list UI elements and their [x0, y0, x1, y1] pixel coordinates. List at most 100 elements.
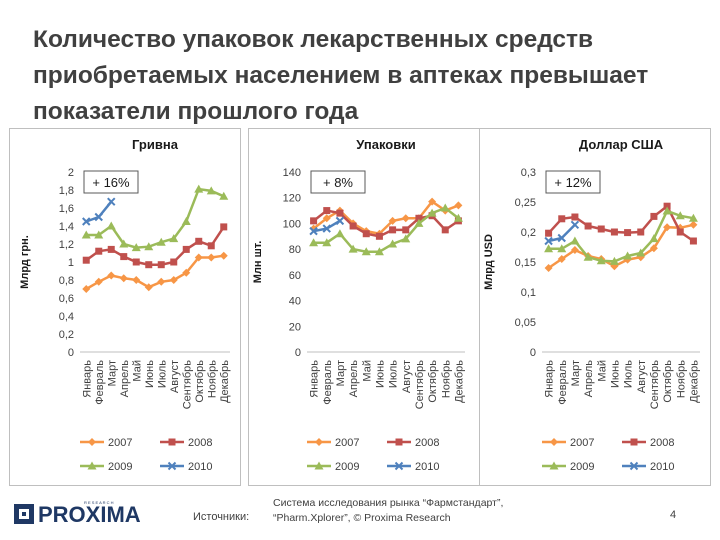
- data-point-2007: [428, 197, 437, 206]
- legend-marker: [167, 461, 177, 471]
- growth-badge: [545, 170, 601, 194]
- legend-label: 2008: [650, 437, 674, 449]
- y-tick-label: 0,6: [59, 293, 74, 305]
- data-point-2009: [557, 244, 567, 253]
- data-point-2008: [637, 228, 645, 236]
- data-point-2009: [609, 256, 619, 265]
- data-point-2008: [310, 217, 318, 225]
- x-tick-label: Май: [596, 360, 608, 382]
- legend-marker: [549, 461, 559, 470]
- data-point-2007: [570, 246, 579, 254]
- data-point-2009: [322, 238, 332, 247]
- data-point-2009: [144, 242, 154, 251]
- y-tick-label: 80: [289, 244, 301, 256]
- x-tick-label: Октябрь: [427, 360, 439, 403]
- data-point-2008: [157, 261, 165, 269]
- x-tick-label: Июнь: [609, 360, 621, 388]
- data-point-2009: [219, 191, 229, 200]
- data-point-2008: [362, 230, 370, 238]
- legend-marker: [395, 438, 403, 446]
- data-point-2009: [348, 244, 358, 253]
- legend-marker: [168, 438, 176, 446]
- y-tick-label: 0,25: [515, 197, 536, 209]
- chart-title: Гривна: [132, 137, 179, 152]
- data-point-2010: [335, 216, 345, 226]
- data-point-2010: [82, 217, 91, 226]
- page-title: Количество упаковок лекарственных средст…: [33, 26, 649, 125]
- growth-badge: [310, 170, 366, 194]
- legend-label: 2008: [188, 437, 212, 449]
- chart-title: Доллар США: [579, 137, 664, 152]
- data-point-2007: [689, 220, 698, 229]
- series-line-2009: [86, 187, 225, 249]
- y-tick-label: 0: [530, 347, 536, 359]
- data-point-2009: [596, 256, 606, 265]
- x-tick-label: Март: [570, 360, 582, 386]
- data-point-2007: [119, 274, 128, 283]
- data-point-2008: [145, 261, 153, 269]
- data-point-2009: [662, 206, 672, 215]
- legend-marker: [88, 438, 96, 446]
- y-tick-label: 0: [295, 347, 301, 359]
- data-point-2009: [131, 243, 141, 252]
- data-point-2010: [570, 220, 580, 230]
- x-tick-label: Август: [169, 360, 181, 393]
- y-tick-label: 140: [283, 167, 301, 179]
- data-point-2009: [169, 234, 179, 243]
- data-point-2007: [388, 216, 397, 225]
- y-tick-label: 0,05: [515, 317, 536, 329]
- data-point-2008: [220, 223, 228, 231]
- data-point-2008: [571, 213, 579, 221]
- data-point-2009: [583, 252, 593, 261]
- y-tick-label: 0,15: [515, 257, 536, 269]
- data-point-2008: [82, 256, 90, 264]
- data-point-2007: [169, 276, 178, 284]
- y-tick-label: 1,4: [59, 221, 74, 233]
- data-point-2007: [454, 201, 463, 210]
- proxima-logo: PROXIMA R E S E A R C H: [12, 498, 162, 530]
- x-tick-label: Декабрь: [453, 360, 465, 403]
- data-point-2009: [427, 208, 437, 217]
- x-tick-label: Октябрь: [662, 360, 674, 403]
- data-point-2008: [650, 212, 658, 220]
- data-point-2007: [663, 223, 672, 232]
- sources-text: Система исследования рынка “Фармстандарт…: [273, 497, 504, 524]
- y-axis-label: Млн шт.: [252, 241, 264, 284]
- data-point-2008: [170, 258, 178, 266]
- y-tick-label: 1,6: [59, 203, 74, 215]
- data-point-2007: [544, 264, 553, 272]
- legend-label: 2008: [415, 437, 439, 449]
- y-tick-label: 2: [68, 167, 74, 179]
- x-tick-label: Ноябрь: [675, 360, 687, 398]
- x-tick-label: Март: [106, 360, 118, 386]
- data-point-2007: [132, 276, 141, 284]
- data-point-2009: [94, 230, 104, 239]
- y-tick-label: 0,4: [59, 311, 74, 323]
- data-point-2010: [322, 224, 331, 233]
- x-tick-label: Февраль: [557, 360, 569, 405]
- data-point-2008: [120, 253, 128, 261]
- legend-label: 2007: [570, 437, 594, 449]
- y-tick-label: 0,1: [521, 287, 536, 299]
- x-tick-label: Ноябрь: [440, 360, 452, 398]
- data-point-2008: [597, 225, 605, 233]
- chart-panel-usd: Доллар США Млрд USD 0 0,05 0,1 0,15 0,2 0,25 0,3…: [479, 128, 711, 486]
- data-point-2010: [544, 236, 553, 246]
- data-point-2008: [584, 222, 592, 230]
- x-tick-label: Сентябрь: [181, 360, 193, 410]
- legend-label: 2009: [335, 461, 359, 473]
- data-point-2008: [95, 247, 103, 255]
- x-tick-label: Июль: [388, 360, 400, 388]
- x-tick-label: Июль: [623, 360, 635, 388]
- data-point-2009: [181, 217, 191, 225]
- data-point-2008: [610, 228, 618, 236]
- x-tick-label: Октябрь: [194, 360, 206, 403]
- legend-label: 2010: [415, 461, 439, 473]
- chart-panel-hryvnia: Гривна Млрд грн. 0 0,2 0,4 0,6 0,8 1 1,2 1,4 1,6 1,…: [9, 128, 241, 486]
- x-tick-label: Сентябрь: [414, 360, 426, 410]
- x-tick-label: Январь: [544, 360, 556, 398]
- legend-label: 2010: [650, 461, 674, 473]
- svg-text:PROXIMA: PROXIMA: [38, 502, 141, 527]
- series-line-2007: [85, 254, 224, 291]
- data-point-2009: [440, 203, 450, 212]
